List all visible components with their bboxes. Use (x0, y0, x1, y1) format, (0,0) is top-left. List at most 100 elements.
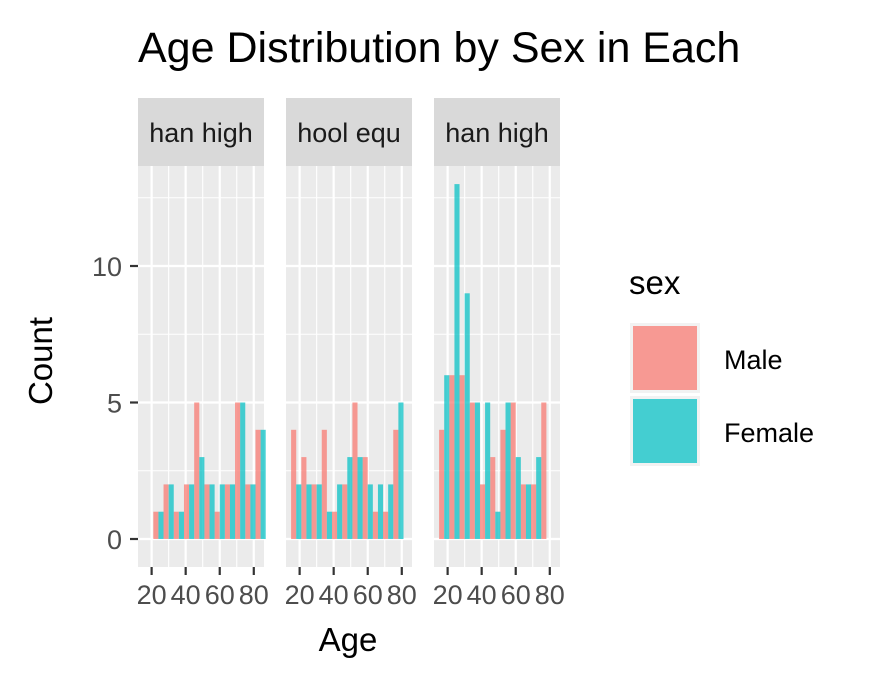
legend-label-female: Female (724, 418, 814, 448)
legend-label-male: Male (724, 345, 783, 375)
bar-male (183, 484, 190, 539)
bar-male (255, 429, 261, 539)
bar-male (235, 402, 241, 539)
x-tick-label: 80 (535, 580, 565, 610)
bar-female (240, 402, 246, 539)
bar-male (469, 402, 475, 539)
bar-male (342, 484, 348, 539)
facet-strip (138, 98, 264, 166)
bar-male (331, 511, 338, 539)
bar-male (531, 484, 537, 539)
y-axis-label: Count (22, 317, 59, 405)
bar-male (352, 402, 358, 539)
x-tick-label: 40 (319, 580, 349, 610)
bar-female (260, 429, 266, 539)
bar-female (189, 484, 195, 539)
facet-strip-label: han high (445, 118, 549, 148)
x-tick-label: 80 (387, 580, 417, 610)
bar-male (362, 457, 368, 539)
bar-female (474, 402, 480, 539)
x-tick-label: 80 (239, 580, 269, 610)
x-tick-label: 40 (467, 580, 497, 610)
bar-male (173, 511, 179, 539)
x-tick-label: 20 (285, 580, 315, 610)
bar-female (326, 511, 332, 539)
bar-male (321, 429, 327, 539)
bar-female (316, 484, 322, 539)
bar-female (158, 511, 164, 539)
bars (439, 184, 547, 539)
bar-female (199, 457, 205, 539)
bar-male (204, 484, 210, 539)
bar-female (219, 484, 225, 539)
bar-male (449, 375, 455, 539)
bar-female (444, 375, 450, 539)
x-tick-label: 20 (433, 580, 463, 610)
bar-female (178, 511, 184, 539)
bar-female (337, 484, 343, 539)
bar-female (377, 484, 384, 539)
legend: sex Male Female (629, 264, 814, 466)
bar-female (388, 484, 394, 539)
chart-title: Age Distribution by Sex in Each (138, 24, 740, 72)
y-axis: 0 5 10 (92, 252, 138, 555)
bar-male (520, 484, 526, 539)
bar-female (347, 457, 353, 539)
bar-female (229, 484, 236, 539)
y-tick-label: 5 (107, 389, 122, 419)
bar-male (383, 511, 389, 539)
bar-male (194, 402, 200, 539)
bar-male (393, 429, 399, 539)
bar-female (454, 184, 460, 539)
bars (153, 402, 266, 539)
bar-male (153, 511, 159, 539)
bar-male (510, 402, 516, 539)
bar-male (459, 375, 465, 539)
bar-male (163, 484, 169, 539)
bar-female (250, 484, 256, 539)
bar-female (306, 484, 312, 539)
bar-female (505, 402, 511, 539)
bar-female (357, 457, 363, 539)
bars (291, 402, 404, 539)
bar-female (525, 484, 532, 539)
bar-male (500, 429, 506, 539)
bar-male (214, 511, 220, 539)
y-tick-label: 10 (92, 252, 122, 282)
facet-strip (434, 98, 560, 166)
bar-male (291, 429, 297, 539)
bar-female (485, 402, 491, 539)
bar-male (541, 402, 547, 539)
bar-male (311, 484, 317, 539)
x-tick-label: 60 (501, 580, 531, 610)
x-tick-label: 60 (353, 580, 383, 610)
y-tick-label: 0 (107, 525, 122, 555)
bar-male (372, 511, 378, 539)
bar-female (367, 484, 373, 539)
bar-male (245, 484, 251, 539)
bar-female (536, 457, 542, 539)
facet-strip-label: han high (149, 118, 253, 148)
bar-male (439, 429, 445, 539)
legend-swatch-female (633, 399, 697, 463)
bar-female (209, 484, 215, 539)
bar-female (296, 484, 302, 539)
bar-female (398, 402, 404, 539)
facet-strip (286, 98, 412, 166)
bar-male (224, 484, 230, 539)
facet-strip-label: hool equ (297, 118, 401, 148)
x-tick-label: 40 (171, 580, 201, 610)
facet-panel-2: hool equ 20 40 60 80 (285, 98, 417, 610)
bar-male (479, 484, 486, 539)
bar-female (168, 484, 174, 539)
legend-title: sex (629, 264, 681, 301)
x-axis-label: Age (319, 621, 378, 658)
bar-female (515, 457, 521, 539)
bar-male (301, 457, 307, 539)
x-tick-label: 20 (137, 580, 167, 610)
facet-panel-1: han high 20 40 60 80 (137, 98, 269, 610)
bar-female (464, 293, 470, 539)
